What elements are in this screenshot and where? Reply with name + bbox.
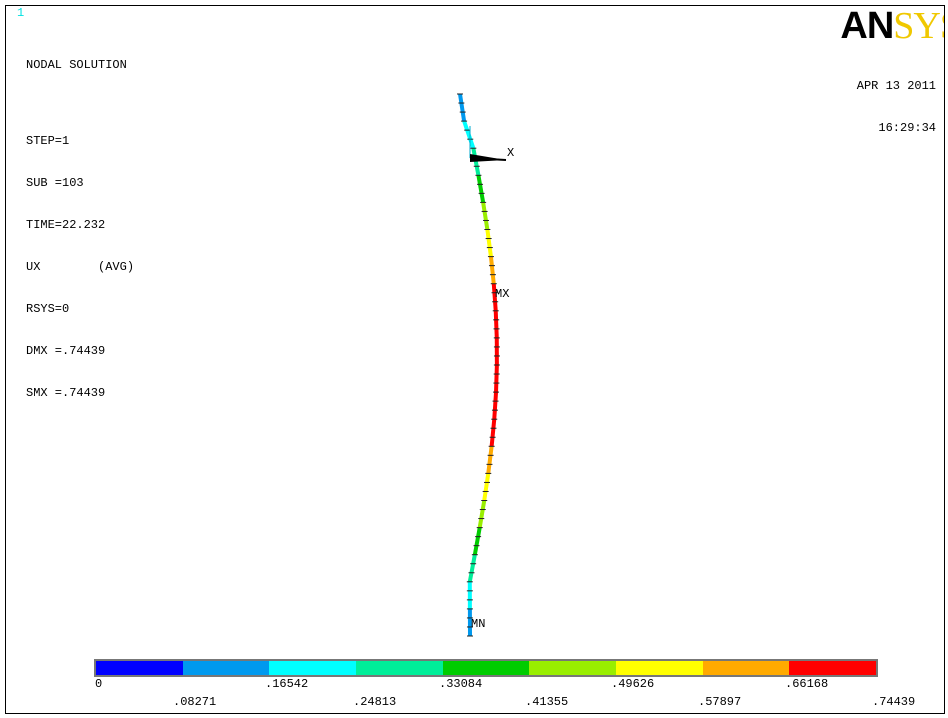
info-dmx: DMX =.74439 bbox=[26, 344, 106, 358]
info-rsys: RSYS=0 bbox=[26, 302, 70, 316]
model-viewport: X MX MN bbox=[457, 93, 514, 637]
info-time: TIME=22.232 bbox=[26, 218, 106, 232]
beam-segment bbox=[467, 554, 477, 583]
window-number: 1 bbox=[17, 6, 25, 20]
legend-swatch-5 bbox=[442, 661, 530, 675]
time-text: 16:29:34 bbox=[878, 121, 936, 135]
legend-label: .66168 bbox=[785, 677, 829, 691]
beam-segment bbox=[488, 256, 496, 284]
legend-label: .16542 bbox=[265, 677, 309, 691]
beam-segment bbox=[458, 93, 467, 122]
legend-swatch-3 bbox=[269, 661, 357, 675]
legend-label: .33084 bbox=[439, 677, 483, 691]
triad-x-axis bbox=[469, 157, 507, 161]
beam-segment bbox=[477, 500, 487, 528]
graphics-window: 1 NODAL SOLUTION STEP=1 SUB =103 TIME=22… bbox=[5, 5, 945, 714]
info-sub: SUB =103 bbox=[26, 176, 84, 190]
beam-segment bbox=[493, 310, 499, 338]
ansys-logo: ANSYS bbox=[840, 5, 944, 47]
deformed-column bbox=[457, 93, 500, 637]
legend-label: .49626 bbox=[611, 677, 655, 691]
legend-label: .41355 bbox=[525, 695, 569, 709]
legend-label: 0 bbox=[95, 677, 103, 691]
legend-label: .74439 bbox=[872, 695, 916, 709]
max-label: MX bbox=[495, 287, 509, 301]
beam-segment bbox=[486, 446, 494, 474]
plot-title: NODAL SOLUTION bbox=[26, 58, 127, 72]
beam-segment bbox=[485, 229, 493, 257]
timestamp: APR 13 2011 16:29:34 bbox=[857, 51, 936, 163]
logo-main: AN bbox=[840, 5, 894, 47]
legend-label: .08271 bbox=[173, 695, 217, 709]
beam-segment bbox=[494, 364, 499, 393]
beam-segment bbox=[482, 473, 491, 501]
beam-segment bbox=[489, 419, 497, 447]
date-text: APR 13 2011 bbox=[856, 79, 936, 93]
legend-label: .24813 bbox=[353, 695, 397, 709]
coordinate-triad: X bbox=[469, 126, 514, 162]
legend-swatch-9 bbox=[789, 661, 877, 675]
contour-legend-bar bbox=[94, 659, 878, 677]
solution-info: NODAL SOLUTION STEP=1 SUB =103 TIME=22.2… bbox=[26, 30, 134, 428]
legend-swatch-7 bbox=[616, 661, 703, 675]
beam-segment bbox=[472, 527, 482, 556]
min-label: MN bbox=[471, 617, 485, 631]
legend-swatch-6 bbox=[529, 661, 617, 675]
beam-segment bbox=[492, 391, 499, 420]
logo-accent: SYS bbox=[893, 5, 944, 47]
info-step: STEP=1 bbox=[26, 134, 70, 148]
legend-swatch-1 bbox=[96, 661, 183, 675]
beam-segment bbox=[471, 147, 481, 176]
legend-swatch-2 bbox=[182, 661, 270, 675]
beam-segment bbox=[491, 283, 498, 311]
beam-segment bbox=[462, 120, 476, 149]
axis-x-label: X bbox=[507, 146, 514, 160]
info-ux: UX (AVG) bbox=[26, 260, 135, 274]
info-smx: SMX =.74439 bbox=[26, 386, 106, 400]
legend-swatch-4 bbox=[356, 661, 443, 675]
legend-swatch-8 bbox=[702, 661, 790, 675]
legend-label: .57897 bbox=[698, 695, 742, 709]
beam-segment bbox=[481, 202, 490, 230]
beam-segment bbox=[476, 174, 486, 203]
